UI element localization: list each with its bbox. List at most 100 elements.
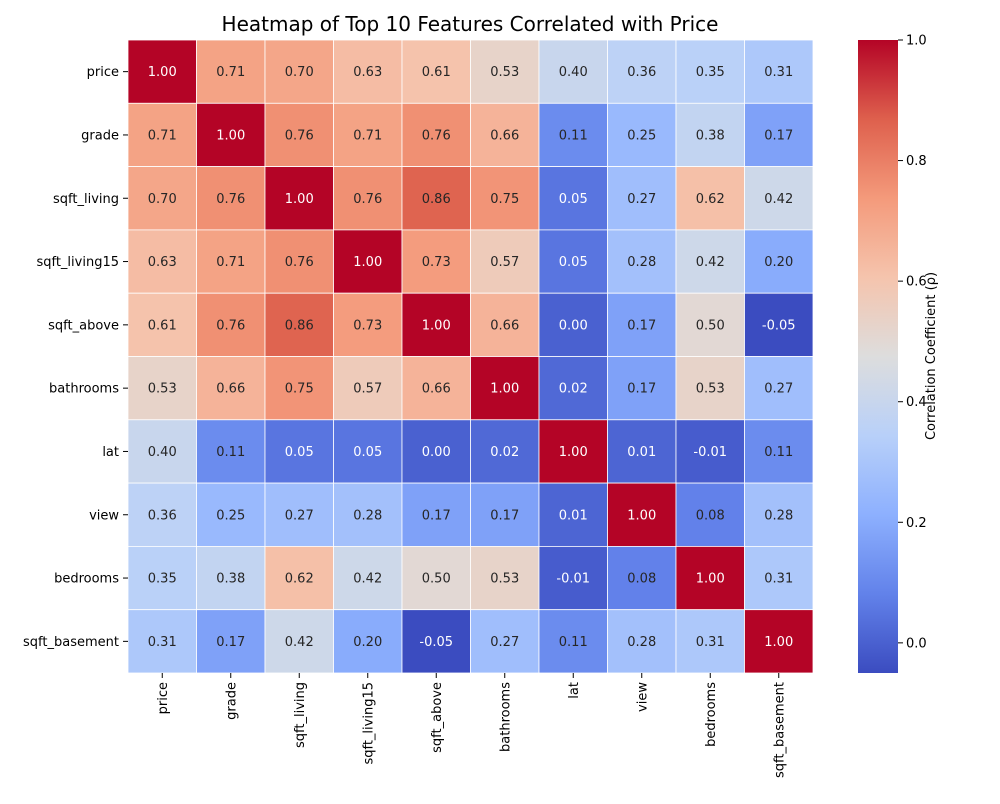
heatmap-cell: [127, 166, 197, 231]
heatmap-cell: [744, 609, 814, 674]
chart-title: Heatmap of Top 10 Features Correlated wi…: [222, 12, 719, 36]
cell-value-label: -0.05: [762, 318, 796, 333]
cell-value-label: 0.38: [696, 128, 725, 143]
heatmap-cell: [470, 102, 540, 168]
heatmap-cell: [538, 419, 608, 484]
y-tick-label: view: [89, 508, 119, 523]
heatmap-cell: [401, 292, 471, 357]
cell-value-label: 0.61: [422, 65, 451, 80]
cell-value-label: 0.53: [490, 572, 519, 587]
heatmap-cell: [538, 482, 608, 547]
heatmap-cell: [744, 292, 814, 357]
cell-value-label: 0.31: [764, 572, 793, 587]
cell-value-label: 0.05: [285, 445, 314, 460]
heatmap-cell: [333, 39, 403, 104]
cell-value-label: 0.01: [559, 508, 588, 523]
cell-value-label: -0.05: [419, 635, 453, 650]
colorbar-label: Correlation Coefficient (ρ): [924, 272, 939, 440]
cell-value-label: 0.25: [627, 128, 656, 143]
heatmap-cell: [127, 229, 197, 294]
heatmap-cell: [675, 292, 745, 357]
cell-value-label: 0.11: [764, 445, 793, 460]
heatmap-cell: [401, 39, 471, 104]
heatmap-cell: [333, 546, 403, 611]
cell-value-label: 0.71: [148, 128, 177, 143]
cell-value-label: 1.00: [148, 65, 177, 80]
x-tick-label: sqft_above: [430, 682, 445, 753]
cell-value-label: 0.71: [216, 255, 245, 270]
colorbar-ticks: 0.0 0.2 0.4 0.6 0.8 1.0: [898, 34, 927, 651]
cell-value-label: 0.57: [353, 382, 382, 397]
heatmap-cell: [196, 546, 266, 611]
cell-value-label: 0.00: [422, 445, 451, 460]
heatmap-cell: [196, 292, 266, 357]
cell-value-label: 0.11: [559, 635, 588, 650]
heatmap-cell: [675, 482, 745, 547]
colorbar-tick-label: 1.0: [906, 34, 927, 49]
cell-value-label: 0.75: [490, 192, 519, 207]
cell-value-label: 0.86: [285, 318, 314, 333]
x-tick-label: sqft_living: [293, 682, 308, 748]
cell-value-label: 0.53: [148, 382, 177, 397]
cell-value-label: 0.35: [148, 572, 177, 587]
heatmap-cell: [470, 356, 540, 421]
cell-value-label: 1.00: [216, 128, 245, 143]
cell-value-label: 0.28: [764, 508, 793, 523]
heatmap-cell: [470, 229, 540, 294]
heatmap-cell: [401, 609, 471, 674]
colorbar-tick-label: 0.0: [906, 636, 927, 651]
heatmap-cell: [470, 39, 540, 104]
heatmap-cell: [333, 482, 403, 547]
heatmap-cell: [607, 102, 677, 168]
heatmap-cell: [675, 229, 745, 294]
cell-value-label: 0.53: [490, 65, 519, 80]
colorbar-tick-label: 0.2: [906, 516, 927, 531]
cell-value-label: 0.40: [559, 65, 588, 80]
cell-value-label: 0.76: [216, 318, 245, 333]
cell-value-label: 0.17: [490, 508, 519, 523]
cell-value-label: 0.02: [559, 382, 588, 397]
cell-value-label: 0.42: [696, 255, 725, 270]
cell-value-label: 0.28: [353, 508, 382, 523]
heatmap-cell: [127, 419, 197, 484]
heatmap-cell: [538, 609, 608, 674]
cell-value-label: 0.36: [148, 508, 177, 523]
cell-value-label: 0.75: [285, 382, 314, 397]
heatmap-cell: [470, 292, 540, 357]
heatmap-cell: [333, 609, 403, 674]
heatmap-cell: [401, 166, 471, 231]
cell-value-label: 0.71: [353, 128, 382, 143]
heatmap-cell: [607, 482, 677, 547]
cell-value-label: 0.05: [353, 445, 382, 460]
heatmap-cell: [675, 102, 745, 168]
x-tick-label: price: [156, 682, 171, 714]
heatmap-cell: [264, 292, 334, 357]
cell-value-label: 0.11: [559, 128, 588, 143]
heatmap-cell: [744, 229, 814, 294]
cell-value-label: 0.11: [216, 445, 245, 460]
cell-value-label: 1.00: [696, 572, 725, 587]
cell-value-label: 0.76: [285, 255, 314, 270]
heatmap-cell: [744, 419, 814, 484]
cell-value-label: 0.42: [764, 192, 793, 207]
cell-value-label: 0.31: [148, 635, 177, 650]
cell-value-label: 0.05: [559, 255, 588, 270]
heatmap-cell: [607, 39, 677, 104]
heatmap-cell: [744, 546, 814, 611]
heatmap-cell: [675, 166, 745, 231]
cell-value-label: 0.20: [353, 635, 382, 650]
heatmap-cell: [538, 166, 608, 231]
x-tick-label: sqft_living15: [361, 682, 376, 765]
cell-value-label: 0.17: [764, 128, 793, 143]
cell-value-label: 0.05: [559, 192, 588, 207]
heatmap-cell: [127, 609, 197, 674]
cell-value-label: 0.17: [627, 318, 656, 333]
cell-value-label: -0.01: [556, 572, 590, 587]
cell-value-label: 0.70: [285, 65, 314, 80]
cell-value-label: 1.00: [490, 382, 519, 397]
heatmap-cell: [744, 166, 814, 231]
cell-value-label: 0.50: [696, 318, 725, 333]
cell-value-label: 0.17: [422, 508, 451, 523]
